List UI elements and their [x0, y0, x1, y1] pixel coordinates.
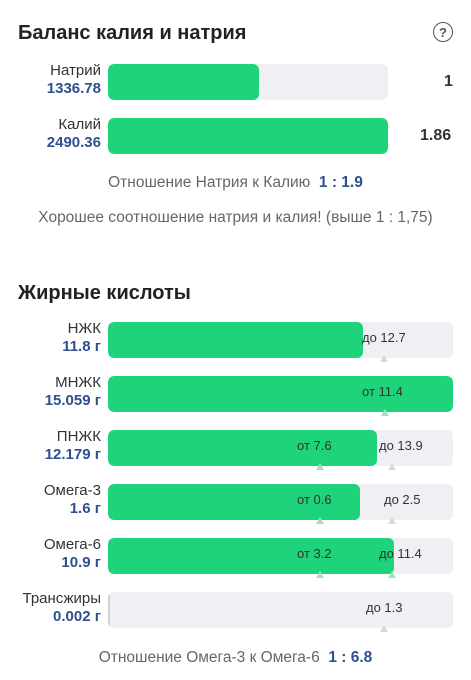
- sodium-potassium-ratio: Отношение Натрия к Калию 1 : 1.9: [0, 174, 471, 192]
- mufa-threshold-marker: [381, 409, 389, 416]
- sodium-ratio-value: 1: [444, 73, 453, 90]
- omega-6-threshold-marker: [388, 571, 396, 578]
- sodium-row: Натрий 1336.78 1: [0, 62, 471, 102]
- omega-6-threshold-label: до 11.4: [379, 546, 422, 561]
- sfa-bar: [108, 322, 453, 358]
- pufa-threshold-marker: [316, 463, 324, 470]
- trans-fats-bar-fill: [108, 592, 110, 628]
- pufa-threshold-marker: [388, 463, 396, 470]
- omega-3-label: Омега-3: [43, 482, 101, 499]
- sfa-row: НЖК 11.8 г до 12.7: [0, 320, 471, 362]
- omega-ratio-value: 1 : 6.8: [328, 649, 373, 666]
- omega-6-value: 10.9 г: [61, 554, 101, 571]
- omega-6-row: Омега-6 10.9 г от 3.2 до 11.4: [0, 536, 471, 578]
- potassium-value: 2490.36: [46, 134, 101, 151]
- sodium-bar: [108, 64, 388, 100]
- omega-6-label: Омега-6: [43, 536, 101, 553]
- potassium-row: Калий 2490.36 1.86: [0, 116, 471, 156]
- omega-3-value: 1.6 г: [69, 500, 101, 517]
- omega-ratio: Отношение Омега-3 к Омега-6 1 : 6.8: [0, 649, 471, 667]
- omega-3-threshold-label: от 0.6: [297, 492, 332, 507]
- potassium-sodium-title: Баланс калия и натрия: [18, 22, 247, 44]
- trans-fats-threshold-label: до 1.3: [366, 600, 403, 615]
- sfa-value: 11.8 г: [62, 338, 101, 355]
- trans-fats-label: Трансжиры: [22, 590, 102, 607]
- fatty-acids-title: Жирные кислоты: [18, 282, 191, 304]
- omega-3-row: Омега-3 1.6 г от 0.6 до 2.5: [0, 482, 471, 524]
- trans-fats-bar: [108, 592, 453, 628]
- sodium-bar-fill: [108, 64, 260, 100]
- omega-ratio-label: Отношение Омега-3 к Омега-6: [98, 649, 320, 666]
- pufa-bar: [108, 430, 453, 466]
- pufa-value: 12.179 г: [44, 446, 101, 463]
- pufa-threshold-label: до 13.9: [379, 438, 423, 453]
- omega-3-threshold-marker: [316, 517, 324, 524]
- sfa-label: НЖК: [67, 320, 101, 337]
- sfa-threshold-label: до 12.7: [362, 330, 406, 345]
- omega-6-bar: [108, 538, 453, 574]
- help-icon[interactable]: ?: [433, 22, 453, 42]
- potassium-label: Калий: [58, 116, 101, 133]
- omega-3-bar: [108, 484, 453, 520]
- pufa-threshold-label: от 7.6: [297, 438, 332, 453]
- sfa-threshold-marker: [380, 355, 388, 362]
- mufa-threshold-label: от 11.4: [362, 384, 403, 399]
- mufa-value: 15.059 г: [44, 392, 101, 409]
- trans-fats-threshold-marker: [380, 625, 388, 632]
- potassium-ratio-value: 1.86: [420, 127, 452, 144]
- sodium-potassium-ratio-label: Отношение Натрия к Калию: [108, 174, 311, 191]
- potassium-bar-fill: [108, 118, 388, 154]
- mufa-bar: [108, 376, 453, 412]
- omega-3-threshold-marker: [388, 517, 396, 524]
- sodium-potassium-ratio-value: 1 : 1.9: [318, 174, 363, 191]
- sfa-bar-fill: [108, 322, 364, 358]
- omega-6-threshold-label: от 3.2: [297, 546, 332, 561]
- sodium-value: 1336.78: [46, 80, 101, 97]
- omega-6-threshold-marker: [316, 571, 324, 578]
- mufa-bar-fill: [108, 376, 453, 412]
- trans-fats-row: Трансжиры 0.002 г до 1.3: [0, 590, 471, 632]
- pufa-row: ПНЖК 12.179 г от 7.6 до 13.9: [0, 428, 471, 470]
- mufa-label: МНЖК: [55, 374, 101, 391]
- pufa-label: ПНЖК: [56, 428, 101, 445]
- omega-3-threshold-label: до 2.5: [384, 492, 421, 507]
- balance-message: Хорошее соотношение натрия и калия! (выш…: [38, 209, 433, 226]
- trans-fats-value: 0.002 г: [53, 608, 101, 625]
- omega-3-bar-fill: [108, 484, 360, 520]
- pufa-bar-fill: [108, 430, 378, 466]
- sodium-label: Натрий: [50, 62, 101, 79]
- potassium-bar: [108, 118, 388, 154]
- omega-6-bar-fill: [108, 538, 395, 574]
- mufa-row: МНЖК 15.059 г от 11.4: [0, 374, 471, 416]
